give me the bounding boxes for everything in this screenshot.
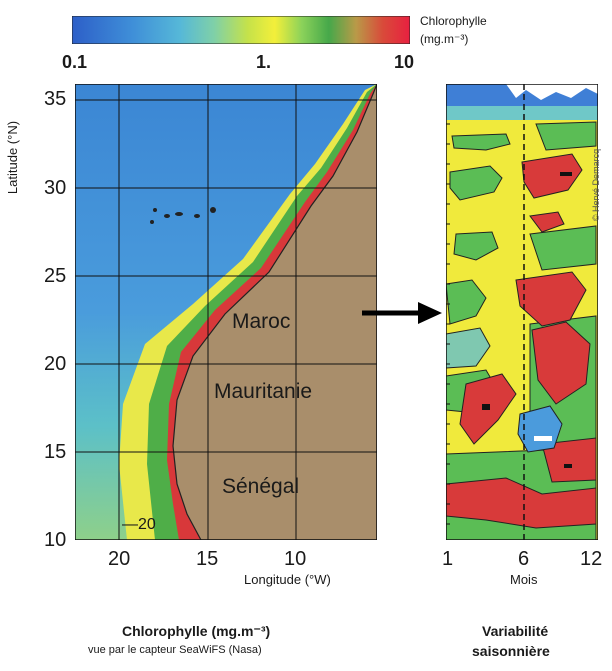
month-tick-6: 6 [518,548,530,570]
colorbar-title: Chlorophylle (mg.m⁻³) [420,12,487,48]
lat-tick-10: 10 [44,529,67,551]
lon-tick-10: 10 [284,548,307,570]
month-tick-1: 1 [442,548,454,570]
right-caption-line2: saisonnière [472,643,550,659]
month-tick-12: 12 [580,548,603,570]
left-caption-title: Chlorophylle (mg.m⁻³) [122,623,271,639]
colorbar-title-line2: (mg.m⁻³) [420,32,469,46]
canary-islands [150,207,216,224]
lon-tick-20: 20 [108,548,131,570]
hov-red-patches [445,153,597,529]
longitude-axis-label: Longitude (°W) [244,572,331,587]
map-grid [75,84,377,540]
colorbar-tick-0: 0.1 [62,52,88,72]
month-axis-label: Mois [510,572,538,587]
land [172,83,378,541]
lat-tick-15: 15 [44,441,67,463]
lat-tick-30: 30 [44,177,67,199]
country-label-maroc: Maroc [232,310,291,333]
colorbar-gradient [71,15,411,45]
latitude-axis-label: Latitude (°N) [5,120,21,195]
lon-tick-15: 15 [196,548,219,570]
contour-label-value: 20 [138,516,156,533]
colorbar-title-line1: Chlorophylle [420,14,487,28]
seasonal-variability-plot [445,83,599,541]
chlorophyll-map [74,83,378,541]
arrow-icon [362,302,442,324]
lat-tick-25: 25 [44,265,67,287]
left-caption-subtitle: vue par le capteur SeaWiFS (Nasa) [88,644,262,656]
lat-tick-20: 20 [44,353,67,375]
colorbar-tick-2: 10 [394,52,415,72]
country-label-mauritanie: Mauritanie [214,380,313,403]
copyright-text: © Hervé Demarcq [591,148,602,222]
hovmoller-svg [445,83,599,541]
colorbar-tick-1: 1. [256,52,272,72]
right-caption-line1: Variabilité [482,623,549,639]
map-svg [74,83,378,541]
colorbar [71,15,411,45]
lat-tick-35: 35 [44,88,67,110]
country-label-senegal: Sénégal [222,475,300,498]
contour-label: —20 [122,516,156,533]
